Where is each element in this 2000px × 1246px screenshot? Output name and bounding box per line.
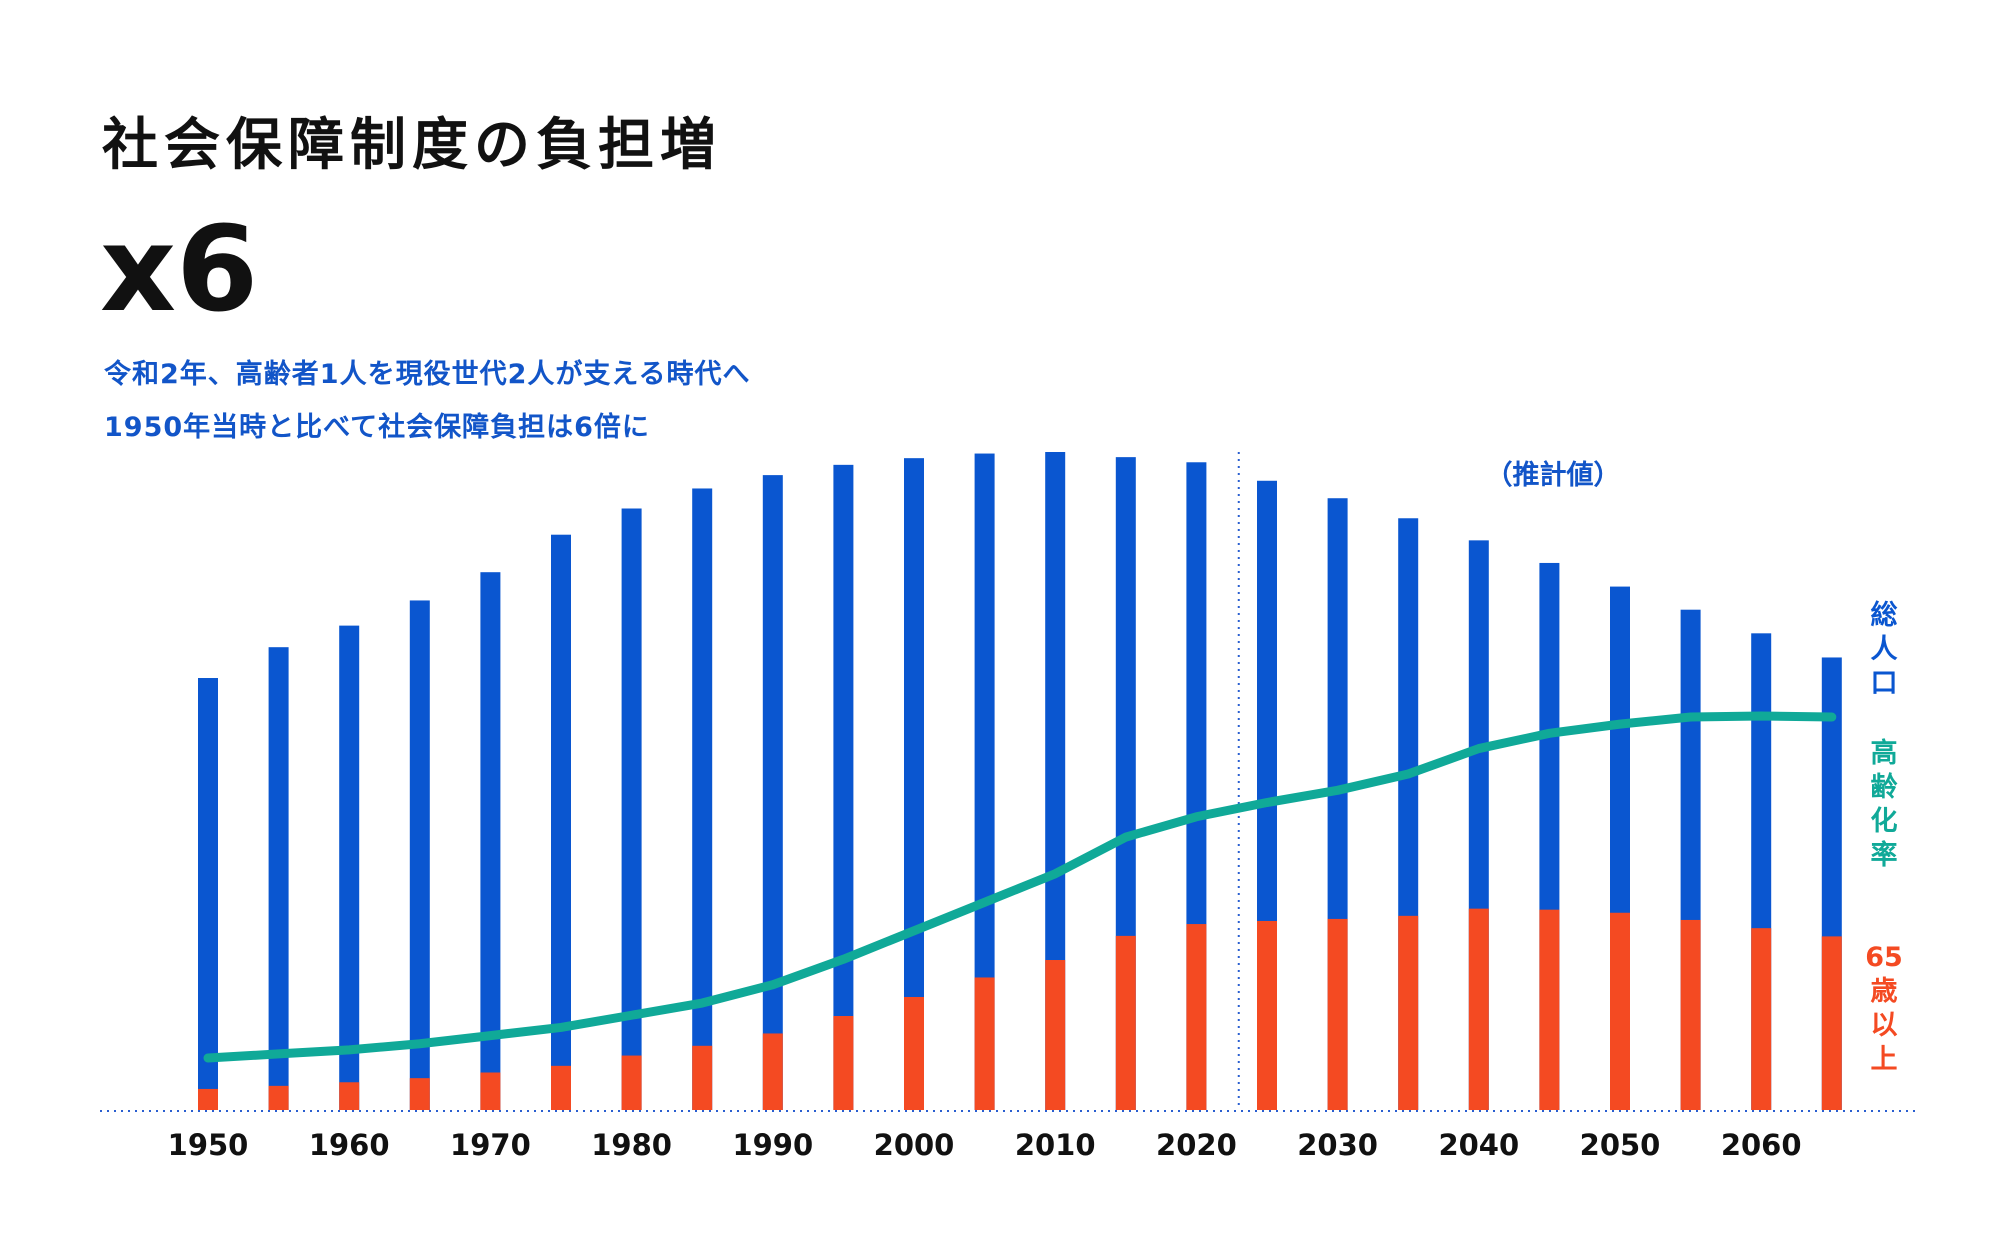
x-tick-label-1950: 1950 xyxy=(168,1128,249,1162)
x-tick-label-2000: 2000 xyxy=(874,1128,955,1162)
svg-text:人: 人 xyxy=(1871,634,1898,665)
x-tick-label-2040: 2040 xyxy=(1438,1128,1519,1162)
bar-65plus-2040 xyxy=(1468,908,1489,1110)
svg-text:口: 口 xyxy=(1871,668,1898,699)
x-tick-label-1960: 1960 xyxy=(309,1128,390,1162)
bar-65plus-2055 xyxy=(1680,919,1701,1110)
bar-65plus-1965 xyxy=(409,1078,430,1110)
bar-65plus-2005 xyxy=(974,977,995,1110)
bar-total-1975 xyxy=(551,534,571,1110)
bar-65plus-1990 xyxy=(762,1033,783,1110)
legend-total-population: 総人口 xyxy=(1871,599,1898,699)
x-tick-label-2010: 2010 xyxy=(1015,1128,1096,1162)
bar-total-1985 xyxy=(692,488,713,1110)
page-title: 社会保障制度の負担増 xyxy=(102,113,722,178)
projection-label: （推計値） xyxy=(1486,459,1621,491)
svg-text:齢: 齢 xyxy=(1871,771,1898,803)
x-tick-label-2020: 2020 xyxy=(1156,1128,1237,1162)
svg-text:65: 65 xyxy=(1865,942,1903,973)
bar-total-1980 xyxy=(621,508,642,1110)
bar-65plus-2025 xyxy=(1257,920,1277,1110)
bar-65plus-1985 xyxy=(692,1045,713,1110)
bar-65plus-2050 xyxy=(1610,912,1630,1110)
bar-65plus-2015 xyxy=(1115,935,1136,1110)
svg-text:率: 率 xyxy=(1871,839,1898,871)
bar-65plus-2045 xyxy=(1539,909,1560,1110)
x-tick-label-1970: 1970 xyxy=(450,1128,531,1162)
svg-text:上: 上 xyxy=(1871,1044,1898,1075)
aging-rate-line xyxy=(203,711,1837,1063)
bar-total-1960 xyxy=(339,625,360,1110)
x-tick-label-2030: 2030 xyxy=(1297,1128,1378,1162)
bar-65plus-2010 xyxy=(1045,960,1066,1110)
multiplier-label: x6 xyxy=(100,200,259,338)
bar-total-2010 xyxy=(1045,452,1066,1110)
bar-total-2005 xyxy=(974,453,995,1110)
bar-65plus-1995 xyxy=(833,1016,854,1110)
bar-65plus-2030 xyxy=(1327,918,1348,1110)
bar-65plus-1980 xyxy=(621,1055,642,1110)
svg-text:高: 高 xyxy=(1871,737,1898,769)
subtitle-line-1: 令和2年、高齢者1人を現役世代2人が支える時代へ xyxy=(104,359,751,390)
bar-65plus-2060 xyxy=(1751,928,1772,1110)
subtitle-line-2: 1950年当時と比べて社会保障負担は6倍に xyxy=(104,412,650,443)
bar-total-1990 xyxy=(762,475,783,1110)
bar-total-1995 xyxy=(833,464,854,1110)
bar-total-1965 xyxy=(409,600,430,1110)
bar-65plus-1970 xyxy=(480,1072,501,1110)
bar-total-2000 xyxy=(904,458,924,1110)
bar-total-1950 xyxy=(198,678,218,1110)
bar-65plus-2065 xyxy=(1821,936,1842,1110)
x-tick-label-1990: 1990 xyxy=(732,1128,813,1162)
x-tick-label-1980: 1980 xyxy=(591,1128,672,1162)
svg-text:総: 総 xyxy=(1871,599,1898,631)
bar-65plus-2035 xyxy=(1398,915,1419,1110)
bar-total-1955 xyxy=(268,647,289,1110)
bar-65plus-1955 xyxy=(268,1085,289,1110)
bar-65plus-2000 xyxy=(904,996,924,1110)
x-tick-label-2060: 2060 xyxy=(1721,1128,1802,1162)
svg-text:以: 以 xyxy=(1871,1010,1898,1041)
bar-65plus-2020 xyxy=(1186,924,1207,1110)
bar-65plus-1975 xyxy=(551,1065,571,1110)
x-tick-label-2050: 2050 xyxy=(1580,1128,1661,1162)
svg-text:歳: 歳 xyxy=(1871,976,1898,1007)
bar-65plus-1950 xyxy=(198,1088,218,1110)
bar-65plus-1960 xyxy=(339,1082,360,1110)
svg-text:化: 化 xyxy=(1871,806,1898,837)
bar-total-1970 xyxy=(480,572,501,1110)
